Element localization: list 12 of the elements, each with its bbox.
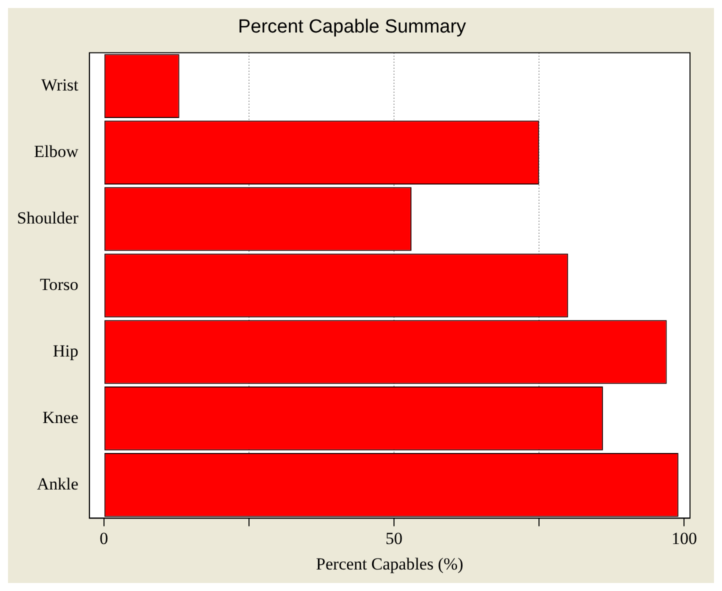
y-tick-label: Shoulder — [16, 208, 79, 228]
y-tick-label: Wrist — [41, 76, 79, 95]
x-tick-label: 0 — [100, 528, 108, 548]
chart-title: Percent Capable Summary — [238, 16, 467, 38]
y-tick-label: Elbow — [34, 142, 80, 161]
y-tick-label: Torso — [40, 274, 78, 294]
y-tick-label: Ankle — [36, 474, 78, 494]
y-tick-label: Hip — [52, 341, 78, 360]
x-axis-title: Percent Capables (%) — [316, 554, 464, 574]
y-tick-label: Knee — [42, 408, 78, 427]
x-tick-label: 100 — [671, 528, 697, 548]
x-tick-label: 50 — [386, 528, 403, 548]
